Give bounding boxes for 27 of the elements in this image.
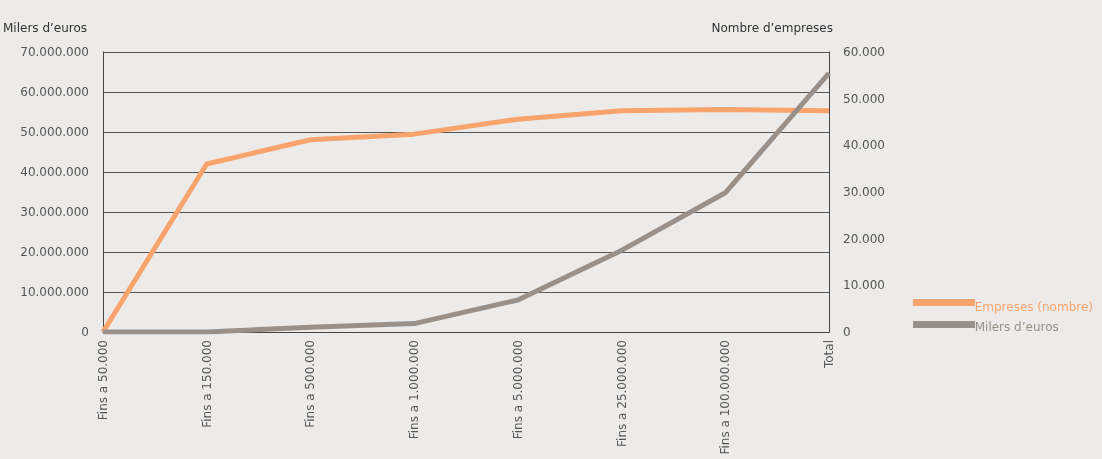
- y2-tick-label: 20.000: [843, 231, 885, 246]
- y-tick-label: 70.000.000: [20, 45, 89, 59]
- y2-tick-label: 10.000: [843, 278, 885, 293]
- y-tick-label: 30.000.000: [20, 205, 89, 219]
- x-tick-label: Fins a 25.000.000: [614, 340, 629, 447]
- y2-tick-label: 50.000: [843, 91, 885, 106]
- y2-tick-label: 40.000: [843, 138, 885, 153]
- x-tick-label: Total: [822, 340, 836, 370]
- y2-tick-label: 30.000: [843, 185, 885, 199]
- text: Milers d’euros: [974, 320, 1059, 334]
- x-tick-label: Fins a 150.000: [199, 340, 214, 428]
- x-tick-label: Fins a 50.000: [96, 340, 110, 421]
- y-tick-label: 50.000.000: [20, 125, 89, 139]
- y2-tick-label: 0: [843, 325, 851, 339]
- y-tick-label: 0: [81, 325, 89, 339]
- y-tick-label: 60.000.000: [20, 85, 89, 99]
- y-tick-label: 10.000.000: [20, 285, 89, 299]
- y-tick-label: 40.000.000: [20, 165, 89, 179]
- y2-tick-label: 60.000: [843, 45, 885, 59]
- x-tick-label: Fins a 5.000.000: [510, 340, 525, 440]
- text: Empreses (nombre): [974, 300, 1093, 314]
- x-tick-label: Fins a 100.000.000: [718, 340, 733, 455]
- x-tick-label: Fins a 500.000: [303, 340, 318, 428]
- y-axis-title: Milers d’euros: [3, 21, 88, 35]
- y-tick-label: 20.000.000: [20, 245, 89, 259]
- y2-axis-title: Nombre d’empreses: [711, 21, 833, 35]
- x-tick-label: Fins a 1.000.000: [407, 340, 422, 440]
